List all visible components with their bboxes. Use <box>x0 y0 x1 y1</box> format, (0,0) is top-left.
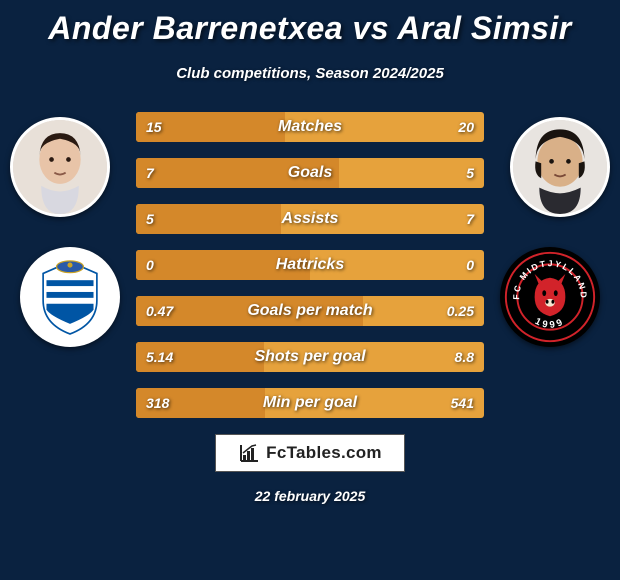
footer-brand-badge: FcTables.com <box>215 434 405 472</box>
player-right-avatar <box>510 117 610 217</box>
stat-row: 7Goals5 <box>136 158 484 188</box>
stat-label: Min per goal <box>136 394 484 412</box>
stat-label: Goals per match <box>136 302 484 320</box>
player-left-avatar <box>10 117 110 217</box>
stat-value-right: 20 <box>458 119 474 135</box>
page-subtitle: Club competitions, Season 2024/2025 <box>0 65 620 82</box>
stat-value-right: 7 <box>466 211 474 227</box>
player-left-club-badge <box>20 247 120 347</box>
stat-value-right: 8.8 <box>455 349 474 365</box>
stat-value-right: 0.25 <box>447 303 474 319</box>
stat-label: Shots per goal <box>136 348 484 366</box>
stat-row: 0Hattricks0 <box>136 250 484 280</box>
stat-label: Assists <box>136 210 484 228</box>
stat-row: 15Matches20 <box>136 112 484 142</box>
stats-bars: 15Matches207Goals55Assists70Hattricks00.… <box>136 112 484 418</box>
footer-brand-text: FcTables.com <box>266 443 382 463</box>
stat-value-right: 5 <box>466 165 474 181</box>
stat-row: 318Min per goal541 <box>136 388 484 418</box>
stat-row: 5Assists7 <box>136 204 484 234</box>
stat-row: 5.14Shots per goal8.8 <box>136 342 484 372</box>
player-right-club-badge: FC MIDTJYLLAND 1999 <box>500 247 600 347</box>
comparison-panel: FC MIDTJYLLAND 1999 15Matches207Goals55A… <box>0 112 620 418</box>
stat-row: 0.47Goals per match0.25 <box>136 296 484 326</box>
stat-value-right: 0 <box>466 257 474 273</box>
stat-label: Matches <box>136 118 484 136</box>
footer-date: 22 february 2025 <box>0 488 620 504</box>
stat-label: Goals <box>136 164 484 182</box>
stat-label: Hattricks <box>136 256 484 274</box>
chart-icon <box>238 443 260 463</box>
page-title: Ander Barrenetxea vs Aral Simsir <box>0 0 620 47</box>
stat-value-right: 541 <box>451 395 474 411</box>
